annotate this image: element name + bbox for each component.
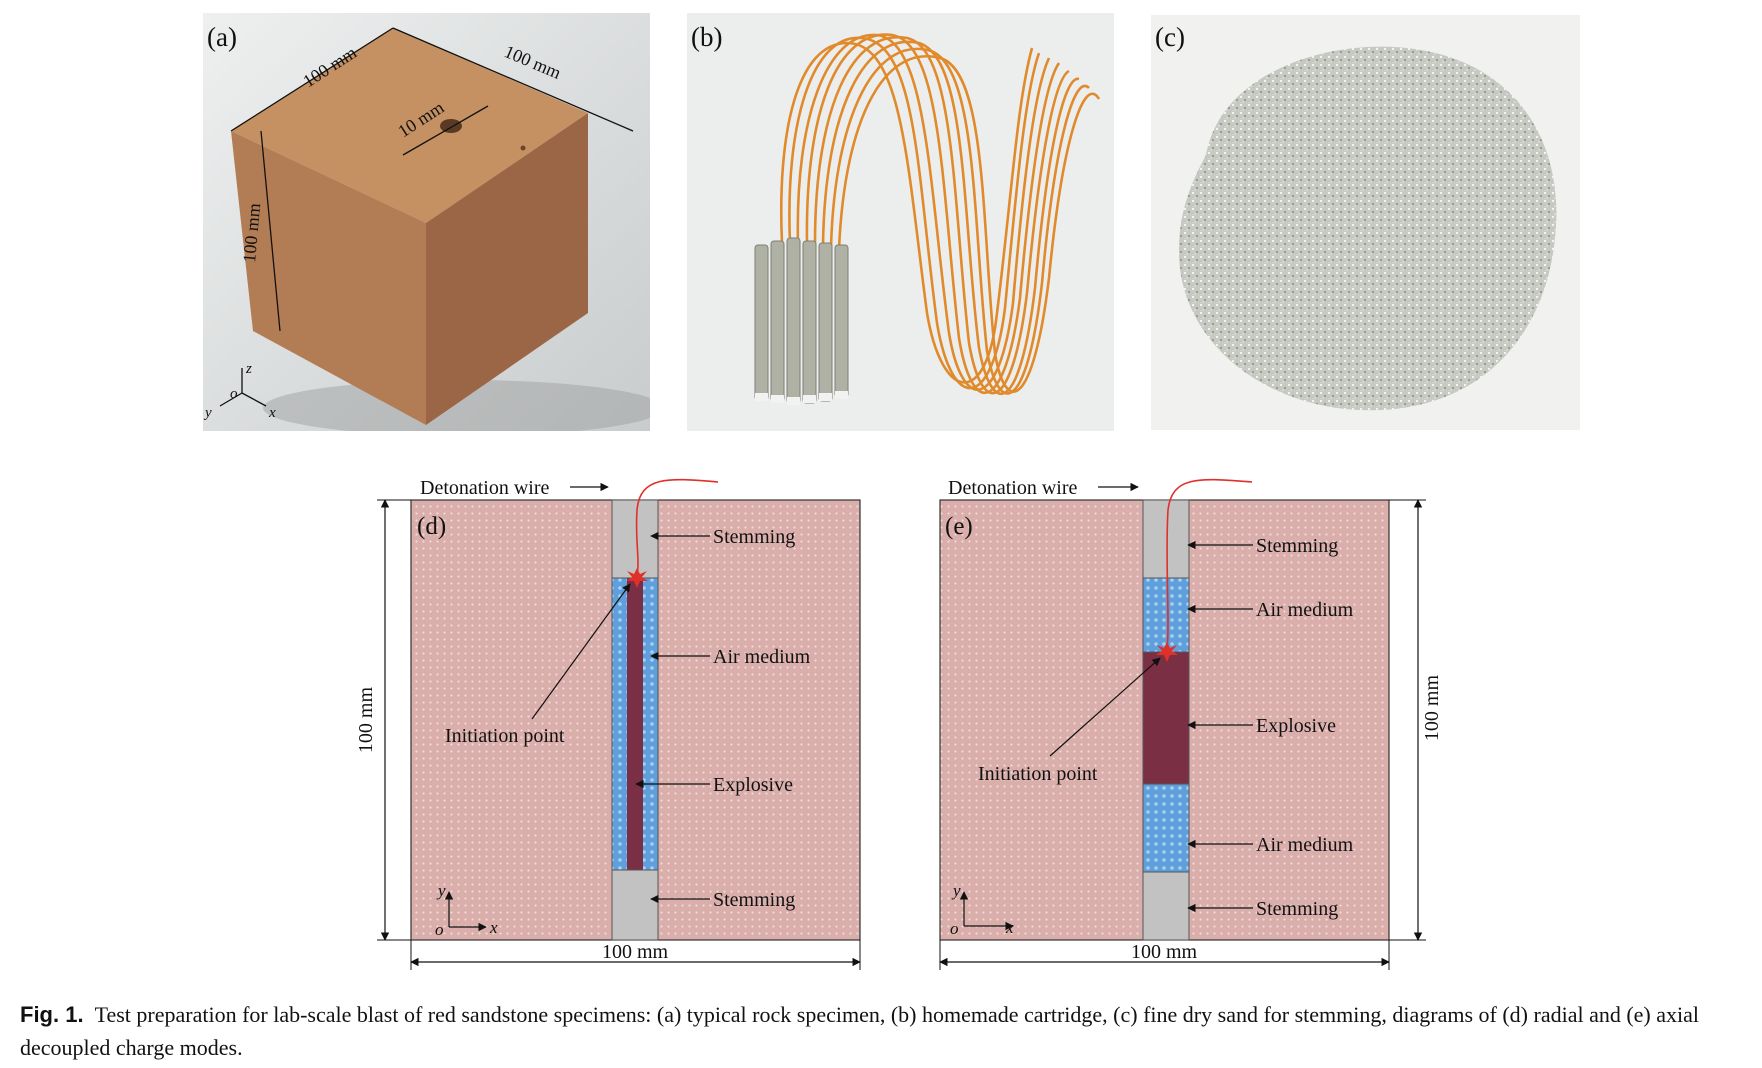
caption-prefix: Fig. 1. (20, 1002, 84, 1027)
detonation-wire-label-d: Detonation wire (420, 477, 550, 499)
photo-homemade-cartridge (687, 13, 1114, 431)
axis-x-line (241, 392, 267, 407)
axis-x-label: x (268, 405, 276, 421)
detonation-wire-d (635, 478, 719, 577)
explosive-label-d: Explosive (713, 774, 793, 796)
air-medium-bottom-e (1142, 783, 1190, 873)
dimension-line-hole (402, 105, 489, 156)
detonation-wire-e (1166, 478, 1253, 651)
stemming-bottom-label-e: Stemming (1256, 898, 1338, 920)
axis-o-label-e: o (950, 919, 959, 938)
diagram-d: Detonation wire (d) Stemming Air medium … (355, 477, 861, 970)
figure-caption: Fig. 1. Test preparation for lab-scale b… (20, 998, 1750, 1064)
dim-hole-text: 10 mm (394, 97, 447, 141)
detonation-wire-label-e: Detonation wire (948, 477, 1078, 499)
axis-z-label: z (245, 361, 252, 377)
panel-label-e: (e) (945, 513, 973, 540)
explosive-label-e: Explosive (1256, 715, 1336, 737)
dimension-line-top-right (392, 27, 634, 132)
dim-top-left-text: 100 mm (299, 42, 360, 91)
stemming-top-d (611, 499, 659, 579)
dim-left-text: 100 mm (239, 202, 264, 263)
axis-o-label-d: o (435, 920, 444, 939)
photo-rock-specimen (203, 13, 650, 431)
axis-y-line (219, 392, 243, 407)
air-medium-top-label-e: Air medium (1256, 599, 1354, 621)
photo-fine-dry-sand (1151, 15, 1580, 430)
axis-y-label-e: y (951, 881, 961, 900)
stemming-bottom-e (1142, 871, 1190, 941)
panel-a-annotations: 100 mm 100 mm 100 mm 10 mm z o x y (203, 27, 634, 421)
axis-o-label: o (230, 386, 238, 402)
panel-label-b: (b) (691, 22, 723, 52)
stemming-bottom-d (611, 869, 659, 941)
initiation-star-d (626, 568, 648, 588)
air-medium-top-e (1142, 577, 1190, 653)
explosive-d (627, 578, 643, 870)
axis-y-label-d: y (436, 881, 446, 900)
stemming-bottom-label-d: Stemming (713, 889, 795, 911)
caption-text: Test preparation for lab-scale blast of … (20, 1002, 1700, 1060)
air-medium-label-d: Air medium (713, 646, 811, 668)
panel-label-d: (d) (417, 513, 446, 540)
dim-width-label-e: 100 mm (1131, 941, 1198, 963)
charge-mode-diagrams: Detonation wire (d) Stemming Air medium … (355, 477, 1443, 970)
axis-y-label: y (203, 405, 212, 421)
dimension-line-top-left (230, 27, 394, 132)
stemming-top-label-d: Stemming (713, 526, 795, 548)
axis-x-label-d: x (489, 918, 498, 937)
air-medium-bottom-label-e: Air medium (1256, 834, 1354, 856)
dim-width-label-d: 100 mm (602, 941, 669, 963)
panel-label-c: (c) (1155, 22, 1185, 52)
dim-height-label-d: 100 mm (355, 687, 377, 754)
stemming-top-e (1142, 499, 1190, 579)
diagram-e: Detonation wire (e) Stemming Air medium … (939, 477, 1443, 970)
explosive-e (1142, 651, 1190, 785)
initiation-point-label-e: Initiation point (978, 763, 1098, 785)
initiation-star-e (1156, 642, 1178, 662)
panel-label-a: (a) (207, 22, 237, 52)
dim-height-label-e: 100 mm (1421, 675, 1443, 742)
stemming-top-label-e: Stemming (1256, 535, 1338, 557)
dim-top-right-text: 100 mm (501, 41, 564, 83)
initiation-point-label-d: Initiation point (445, 725, 565, 747)
axis-x-label-e: x (1005, 918, 1014, 937)
dimension-line-left (260, 130, 281, 332)
